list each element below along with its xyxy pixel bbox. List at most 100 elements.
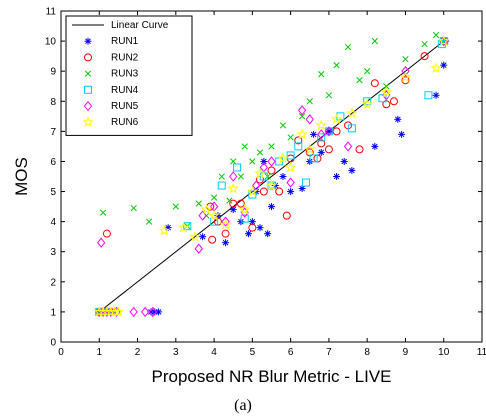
data-point-run3 bbox=[402, 55, 409, 63]
x-tick-label: 2 bbox=[135, 347, 141, 358]
data-point-run1 bbox=[325, 127, 333, 135]
data-point-run4 bbox=[317, 133, 326, 142]
legend-label-run5: RUN5 bbox=[111, 101, 139, 112]
data-point-run5 bbox=[141, 306, 150, 318]
x-tick-label: 11 bbox=[477, 347, 486, 358]
data-point-run3 bbox=[306, 98, 313, 105]
data-point-run6 bbox=[246, 185, 259, 197]
data-point-run3 bbox=[99, 209, 107, 216]
legend-swatch-run2 bbox=[84, 53, 92, 62]
data-point-run6 bbox=[399, 71, 412, 83]
data-point-run3 bbox=[256, 149, 264, 156]
legend-swatch-run5 bbox=[83, 100, 93, 112]
y-tick-label: 0 bbox=[50, 338, 56, 349]
legend-swatch-run6 bbox=[82, 116, 94, 128]
data-point-run2 bbox=[317, 139, 326, 148]
y-axis-label: MOS bbox=[12, 157, 31, 196]
data-point-run3 bbox=[195, 200, 202, 207]
data-point-run6 bbox=[330, 113, 343, 125]
data-point-run4 bbox=[183, 222, 192, 231]
series-run6 bbox=[93, 35, 450, 317]
x-tick-label: 9 bbox=[403, 347, 409, 358]
legend-label-run4: RUN4 bbox=[111, 85, 139, 96]
legend-swatch-run4 bbox=[84, 85, 92, 94]
legend-label-run3: RUN3 bbox=[111, 69, 139, 80]
data-point-run1 bbox=[199, 233, 207, 241]
data-point-run6 bbox=[361, 98, 373, 110]
data-point-run1 bbox=[264, 230, 272, 238]
data-point-run2 bbox=[420, 52, 429, 61]
y-tick-label: 7 bbox=[50, 127, 56, 138]
data-point-run6 bbox=[219, 218, 232, 230]
data-point-run3 bbox=[218, 173, 225, 180]
data-point-run2 bbox=[401, 76, 410, 85]
data-point-run6 bbox=[112, 305, 125, 317]
y-tick-label: 9 bbox=[50, 67, 56, 78]
data-point-run3 bbox=[371, 37, 378, 45]
data-point-run3 bbox=[364, 68, 371, 75]
data-point-run3 bbox=[130, 204, 137, 212]
data-point-run3 bbox=[356, 77, 363, 84]
data-point-run1 bbox=[279, 173, 287, 180]
data-point-run1 bbox=[155, 308, 163, 316]
data-point-run1 bbox=[256, 224, 264, 232]
data-point-run2 bbox=[259, 187, 268, 196]
y-tick-label: 2 bbox=[50, 277, 56, 288]
data-point-run2 bbox=[221, 229, 230, 238]
data-point-run5 bbox=[401, 66, 410, 77]
data-point-run1 bbox=[333, 173, 341, 180]
data-point-run3 bbox=[226, 197, 233, 204]
data-point-run3 bbox=[421, 40, 428, 48]
data-point-run1 bbox=[394, 115, 402, 123]
data-point-run1 bbox=[245, 230, 253, 238]
data-point-run5 bbox=[194, 243, 203, 254]
data-point-run4 bbox=[248, 190, 257, 199]
y-tick-label: 11 bbox=[46, 7, 57, 18]
data-point-run2 bbox=[275, 187, 284, 196]
data-point-run6 bbox=[254, 167, 266, 179]
data-point-run1 bbox=[440, 61, 448, 69]
data-point-run5 bbox=[324, 126, 334, 137]
data-point-run2 bbox=[370, 79, 379, 88]
data-point-run5 bbox=[267, 156, 276, 167]
y-tick-label: 1 bbox=[50, 307, 56, 318]
x-tick-label: 3 bbox=[173, 347, 179, 358]
data-point-run6 bbox=[208, 209, 220, 221]
data-point-run2 bbox=[332, 127, 341, 136]
data-point-run5 bbox=[97, 237, 106, 248]
data-point-run6 bbox=[296, 128, 308, 140]
data-point-run4 bbox=[217, 181, 226, 190]
data-point-run6 bbox=[380, 86, 392, 98]
legend-swatch-run3 bbox=[84, 70, 92, 77]
data-point-run6 bbox=[265, 179, 278, 191]
data-point-run2 bbox=[229, 199, 238, 208]
data-point-run6 bbox=[346, 107, 358, 119]
data-point-run2 bbox=[208, 235, 217, 244]
x-tick-label: 10 bbox=[438, 347, 450, 358]
data-point-run6 bbox=[200, 203, 213, 215]
data-point-run4 bbox=[233, 163, 242, 172]
x-tick-label: 8 bbox=[364, 347, 370, 358]
data-point-run3 bbox=[333, 62, 340, 69]
data-point-run6 bbox=[189, 230, 201, 242]
data-point-run5 bbox=[297, 105, 307, 116]
data-point-run2 bbox=[282, 211, 291, 220]
data-point-run4 bbox=[294, 142, 303, 151]
x-tick-label: 5 bbox=[250, 347, 256, 358]
data-point-run6 bbox=[227, 182, 239, 194]
data-point-run3 bbox=[145, 218, 153, 225]
data-point-run4 bbox=[309, 154, 318, 163]
data-point-run4 bbox=[378, 94, 387, 103]
data-point-run4 bbox=[286, 151, 295, 160]
y-tick-label: 8 bbox=[50, 97, 56, 108]
x-axis-label: Proposed NR Blur Metric - LIVE bbox=[152, 367, 392, 386]
data-point-run4 bbox=[301, 178, 310, 187]
data-point-run3 bbox=[172, 203, 179, 210]
data-point-run2 bbox=[248, 223, 257, 232]
data-point-run3 bbox=[325, 92, 333, 99]
data-point-run3 bbox=[268, 143, 275, 150]
data-point-run3 bbox=[318, 71, 325, 78]
data-point-run2 bbox=[102, 229, 111, 238]
x-tick-label: 1 bbox=[96, 347, 102, 358]
